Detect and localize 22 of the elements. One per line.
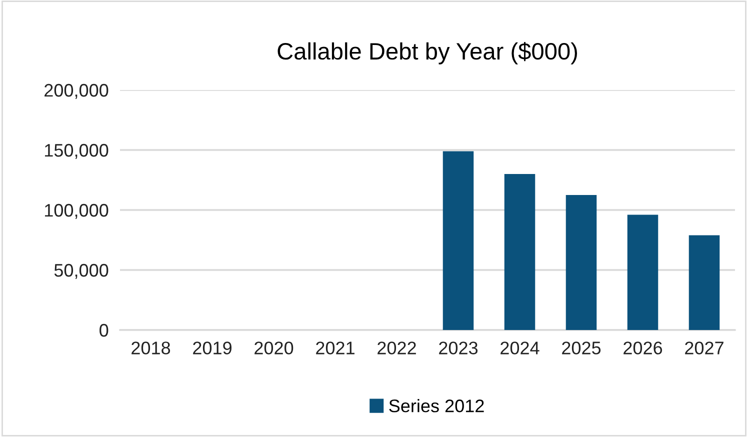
bar (504, 174, 536, 330)
x-tick-label: 2023 (439, 342, 478, 354)
chart-title: Callable Debt by Year ($000) (278, 42, 578, 64)
legend-label: Series 2012 (389, 399, 484, 412)
bar (566, 195, 597, 330)
y-tick-label: 200,000 (44, 84, 108, 99)
x-tick-label: 2020 (254, 342, 294, 354)
x-tick-label: 2019 (193, 342, 232, 354)
y-tick-label: 50,000 (54, 264, 108, 279)
bar (627, 214, 658, 330)
x-tick-label: 2024 (500, 342, 540, 354)
y-tick-label: 150,000 (45, 144, 108, 159)
x-tick-label: 2018 (132, 342, 170, 354)
x-tick-label: 2022 (378, 342, 416, 354)
bar (688, 235, 720, 330)
x-tick-label: 2025 (562, 342, 601, 354)
y-tick-label: 100,000 (45, 204, 108, 219)
x-tick-label: 2027 (685, 342, 724, 354)
bar (442, 151, 474, 330)
x-tick-label: 2021 (316, 342, 354, 354)
x-tick-label: 2026 (624, 342, 662, 354)
y-tick-label: 0 (100, 324, 108, 337)
